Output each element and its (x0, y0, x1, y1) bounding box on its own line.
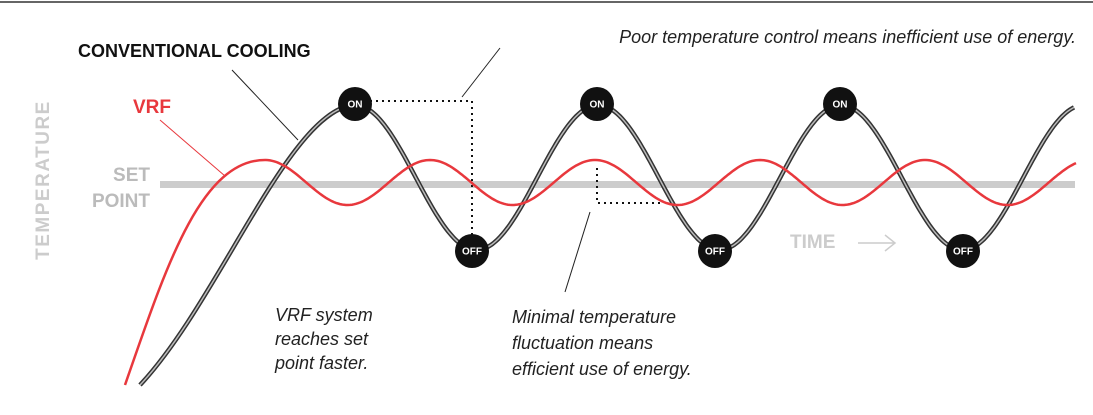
on-marker (338, 87, 372, 121)
conventional-label: CONVENTIONAL COOLING (78, 41, 311, 61)
time-arrow (858, 234, 897, 252)
pointer (564, 211, 591, 293)
set-point-band (160, 181, 1075, 188)
off-label: OFF (705, 247, 725, 258)
off-label: OFF (462, 247, 482, 258)
pointer (159, 119, 226, 177)
on-label: ON (590, 100, 605, 111)
on-marker (580, 87, 614, 121)
annotation: fluctuation means (512, 333, 653, 353)
off-label: OFF (953, 247, 973, 258)
time-label: TIME (790, 232, 835, 253)
on-marker (823, 87, 857, 121)
pointer (461, 47, 501, 98)
annotation: Minimal temperature (512, 307, 676, 327)
vrf-curve (123, 158, 1077, 386)
off-marker (455, 234, 489, 268)
set-point-label: SET (113, 165, 150, 186)
on-label: ON (348, 100, 363, 111)
on-label: ON (833, 100, 848, 111)
off-marker (946, 234, 980, 268)
annotation: efficient use of energy. (512, 359, 692, 379)
pointer (231, 69, 299, 141)
set-point-label: POINT (92, 191, 150, 212)
dotted-guide (370, 100, 473, 236)
conventional-curve-inner (139, 104, 1075, 386)
vrf-label: VRF (133, 97, 171, 118)
dotted-guide (596, 168, 662, 204)
off-marker (698, 234, 732, 268)
annotation: Poor temperature control means inefficie… (619, 27, 1076, 47)
annotation: reaches set (275, 329, 369, 349)
annotation: point faster. (274, 353, 368, 373)
temperature-axis-label: TEMPERATURE (33, 100, 54, 260)
annotation: VRF system (275, 305, 373, 325)
